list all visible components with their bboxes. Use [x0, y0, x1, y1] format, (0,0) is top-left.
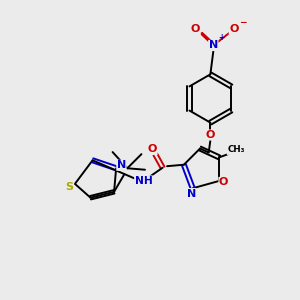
Text: +: + — [218, 33, 225, 42]
Text: S: S — [66, 182, 74, 192]
Text: CH₃: CH₃ — [227, 146, 245, 154]
Text: NH: NH — [135, 176, 152, 186]
Text: O: O — [191, 24, 200, 34]
Text: N: N — [187, 189, 196, 199]
Text: N: N — [209, 40, 218, 50]
Text: O: O — [219, 177, 228, 188]
Text: N: N — [117, 160, 126, 170]
Text: O: O — [229, 24, 239, 34]
Text: O: O — [206, 130, 215, 140]
Text: −: − — [239, 18, 247, 27]
Text: O: O — [148, 144, 157, 154]
